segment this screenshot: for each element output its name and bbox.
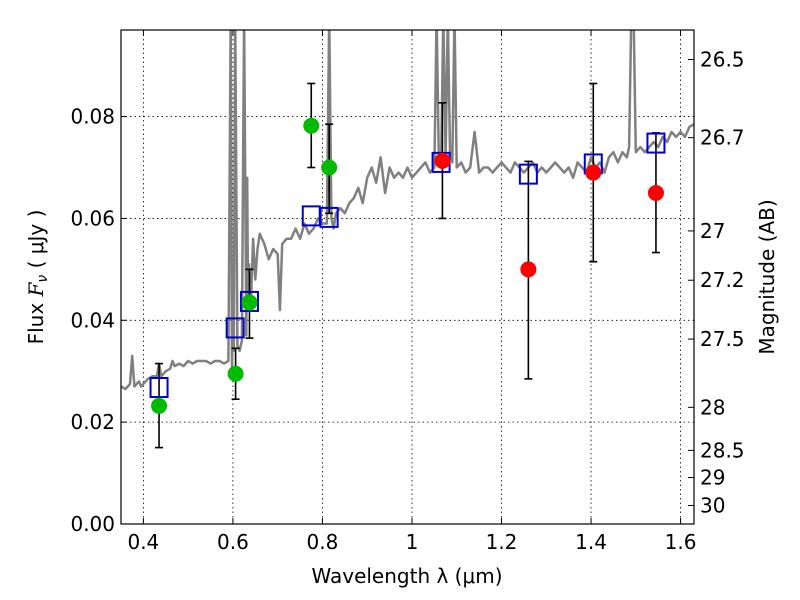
y-tick-label: 0.06 <box>70 206 115 230</box>
optical-point <box>241 294 258 311</box>
y-axis-label-unit: ( μJy ) <box>24 210 48 275</box>
tick-layer <box>121 30 694 525</box>
ir-point <box>434 152 451 169</box>
x-tick-label: 1.4 <box>575 530 607 554</box>
ir-point <box>585 164 602 181</box>
mag-tick-label: 27.2 <box>700 268 745 292</box>
model-point <box>225 317 245 339</box>
plot-background <box>121 30 694 524</box>
x-tick-label: 1.2 <box>486 530 518 554</box>
x-tick-label: 1.6 <box>665 530 697 554</box>
model-point <box>239 290 259 312</box>
x-tick-label: 1 <box>406 530 419 554</box>
ir-point <box>647 184 664 201</box>
model-point <box>646 132 666 154</box>
x-tick-label: 0.6 <box>217 530 249 554</box>
mag-tick-label: 29 <box>700 466 725 490</box>
plot-frame <box>120 29 695 525</box>
y-tick-label: 0.02 <box>70 410 115 434</box>
mag-tick-label: 26.5 <box>700 48 745 72</box>
mag-tick-label: 28.5 <box>700 438 745 462</box>
y2-axis-label: Magnitude (AB) <box>755 199 779 354</box>
optical-point <box>151 397 168 414</box>
y-axis-label-subscript: ν <box>35 275 51 283</box>
series-layer <box>121 30 694 449</box>
optical-point <box>227 365 244 382</box>
optical-point <box>303 117 320 134</box>
mag-tick-label: 28 <box>700 395 725 419</box>
x-axis-label: Wavelength λ (μm) <box>311 564 502 588</box>
model-point <box>149 377 169 399</box>
mag-tick-label: 30 <box>700 494 725 518</box>
mag-tick-label: 27 <box>700 219 725 243</box>
mag-tick-label: 26.7 <box>700 126 745 150</box>
y-axis-label-symbol: F <box>24 281 48 297</box>
model-point <box>518 163 538 185</box>
y-tick-label: 0.00 <box>70 512 115 536</box>
x-tick-label: 0.4 <box>127 530 159 554</box>
y-tick-label: 0.04 <box>70 308 115 332</box>
y-axis-label-text: Flux <box>24 296 48 344</box>
grid <box>121 30 694 525</box>
model-point <box>319 206 339 228</box>
x-tick-label: 0.8 <box>307 530 339 554</box>
optical-point <box>321 159 338 176</box>
mag-tick-label: 27.5 <box>700 327 745 351</box>
y-axis-label: Flux Fν ( μJy ) <box>24 210 51 345</box>
ir-point <box>520 261 537 278</box>
tick-labels: 0.4 0.6 0.8 1 1.2 1.4 1.6 0.00 0.02 0.04 0.06 0.08 2… <box>70 48 744 554</box>
y-tick-label: 0.08 <box>70 105 115 129</box>
